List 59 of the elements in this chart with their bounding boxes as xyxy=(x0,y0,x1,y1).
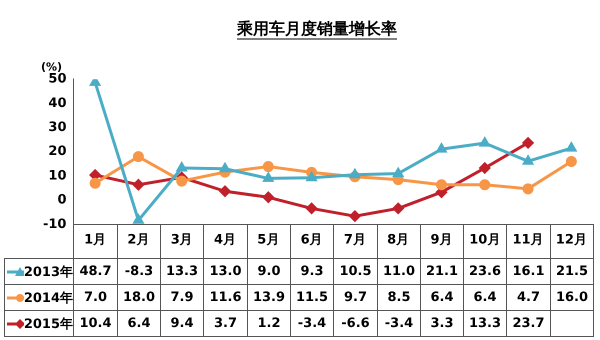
x-tick-label: 3月 xyxy=(170,232,193,248)
data-label: 13.3 xyxy=(463,310,507,337)
x-tick-label: 5月 xyxy=(257,232,280,248)
legend-label: 2013年 xyxy=(24,264,73,280)
data-label: 13.9 xyxy=(247,284,291,311)
data-label: 10.5 xyxy=(333,258,378,285)
y-tick-label: 20 xyxy=(48,144,66,160)
y-tick-label: -10 xyxy=(42,216,66,232)
legend-label: 2015年 xyxy=(24,316,73,332)
data-label: 6.4 xyxy=(117,310,161,337)
x-tick-label: 6月 xyxy=(300,232,323,248)
x-tick-label: 11月 xyxy=(512,232,544,248)
data-label: 13.3 xyxy=(160,258,204,285)
y-tick-label: 0 xyxy=(57,192,66,208)
data-label: 6.4 xyxy=(463,284,507,311)
y-axis-title: (%) xyxy=(40,60,62,74)
y-tick-label: 40 xyxy=(48,96,66,111)
data-label: 3.3 xyxy=(420,310,464,337)
data-label: 18.0 xyxy=(117,284,161,311)
x-tick-label: 7月 xyxy=(344,232,366,248)
data-label: 9.0 xyxy=(247,258,291,285)
chart-title: 乘用车月度销量增长率 xyxy=(236,18,397,38)
data-label: 3.7 xyxy=(203,310,248,337)
data-label: 16.1 xyxy=(506,258,551,285)
data-label: 4.7 xyxy=(506,284,551,311)
x-tick-label: 4月 xyxy=(214,232,236,248)
data-label: -3.4 xyxy=(377,310,421,337)
x-tick-label: 2月 xyxy=(127,232,150,248)
data-label: 7.9 xyxy=(160,284,204,311)
y-tick-label: 50 xyxy=(48,72,66,87)
y-tick-label: 10 xyxy=(48,168,66,184)
x-tick-label: 1月 xyxy=(84,232,106,248)
x-tick-label: 8月 xyxy=(387,232,410,248)
data-label: 21.5 xyxy=(550,258,594,285)
x-tick-label: 12月 xyxy=(556,232,587,248)
data-label: -3.4 xyxy=(290,310,334,337)
x-tick-label: 9月 xyxy=(430,232,452,248)
data-label: 9.7 xyxy=(333,284,378,311)
data-label: 13.0 xyxy=(203,258,248,285)
data-label: 11.0 xyxy=(377,258,421,285)
data-label: 11.6 xyxy=(203,284,248,311)
data-label: 10.4 xyxy=(73,310,118,337)
legend-label: 2014年 xyxy=(24,290,73,306)
x-tick-label: 10月 xyxy=(469,232,500,248)
data-label: 9.4 xyxy=(160,310,204,337)
data-label: 8.5 xyxy=(377,284,421,311)
data-label: 21.1 xyxy=(420,258,464,285)
data-label: 7.0 xyxy=(73,284,118,311)
data-label: 16.0 xyxy=(550,284,594,311)
data-label: -6.6 xyxy=(333,310,378,337)
data-label: 48.7 xyxy=(73,258,118,285)
data-label: 9.3 xyxy=(290,258,334,285)
data-label: 6.4 xyxy=(420,284,464,311)
data-label: 1.2 xyxy=(247,310,291,337)
data-label: 23.7 xyxy=(506,310,551,337)
data-label: -8.3 xyxy=(117,258,161,285)
data-label: 23.6 xyxy=(463,258,507,285)
data-label: 11.5 xyxy=(290,284,334,311)
y-tick-label: 30 xyxy=(48,120,66,135)
